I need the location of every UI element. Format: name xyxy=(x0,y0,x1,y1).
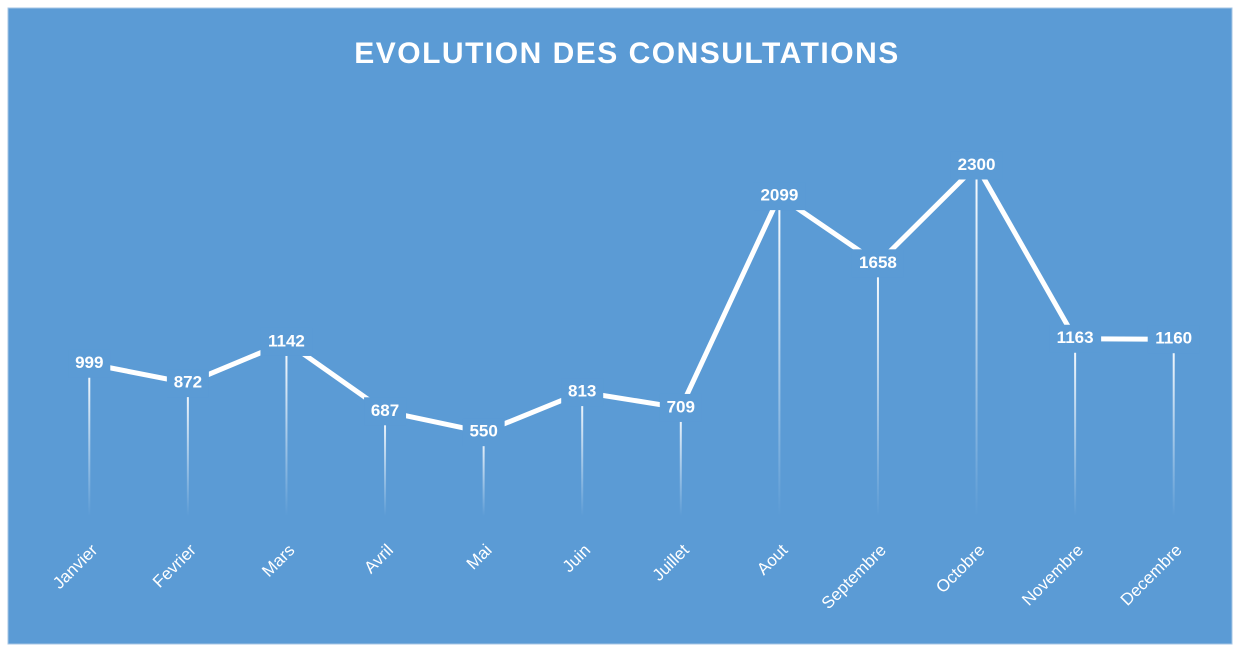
data-label: 1160 xyxy=(1155,329,1192,348)
label-background xyxy=(166,369,209,398)
drop-line xyxy=(285,341,288,516)
label-background xyxy=(1049,324,1102,353)
label-background xyxy=(561,378,604,407)
label-background xyxy=(851,249,904,278)
drop-line xyxy=(186,383,189,516)
data-label: 813 xyxy=(568,382,596,401)
data-label: 687 xyxy=(371,401,399,420)
drop-line xyxy=(975,165,978,517)
drop-line xyxy=(876,263,879,516)
drop-line xyxy=(679,407,682,516)
label-background xyxy=(364,397,407,426)
drop-line xyxy=(778,196,781,516)
drop-line xyxy=(482,432,485,516)
data-label: 1658 xyxy=(859,253,897,272)
data-label: 709 xyxy=(667,397,695,416)
label-background xyxy=(659,393,702,422)
data-label: 1163 xyxy=(1057,328,1094,347)
data-label: 1142 xyxy=(268,331,305,350)
label-background xyxy=(260,327,313,356)
label-background xyxy=(950,151,1003,180)
label-background xyxy=(753,182,806,211)
chart-background xyxy=(7,7,1233,645)
drop-line xyxy=(1074,338,1077,516)
data-label: 999 xyxy=(75,353,103,372)
label-background xyxy=(1147,325,1200,354)
data-label: 2300 xyxy=(958,155,996,174)
data-label: 2099 xyxy=(760,186,798,205)
data-label: 550 xyxy=(469,422,497,441)
drop-line xyxy=(88,363,91,516)
data-label: 872 xyxy=(174,373,202,392)
drop-line xyxy=(581,392,584,516)
chart-title: EVOLUTION DES CONSULTATIONS xyxy=(354,37,900,70)
drop-line xyxy=(384,411,387,516)
label-background xyxy=(462,418,505,447)
label-background xyxy=(68,349,111,378)
drop-line xyxy=(1172,339,1175,516)
